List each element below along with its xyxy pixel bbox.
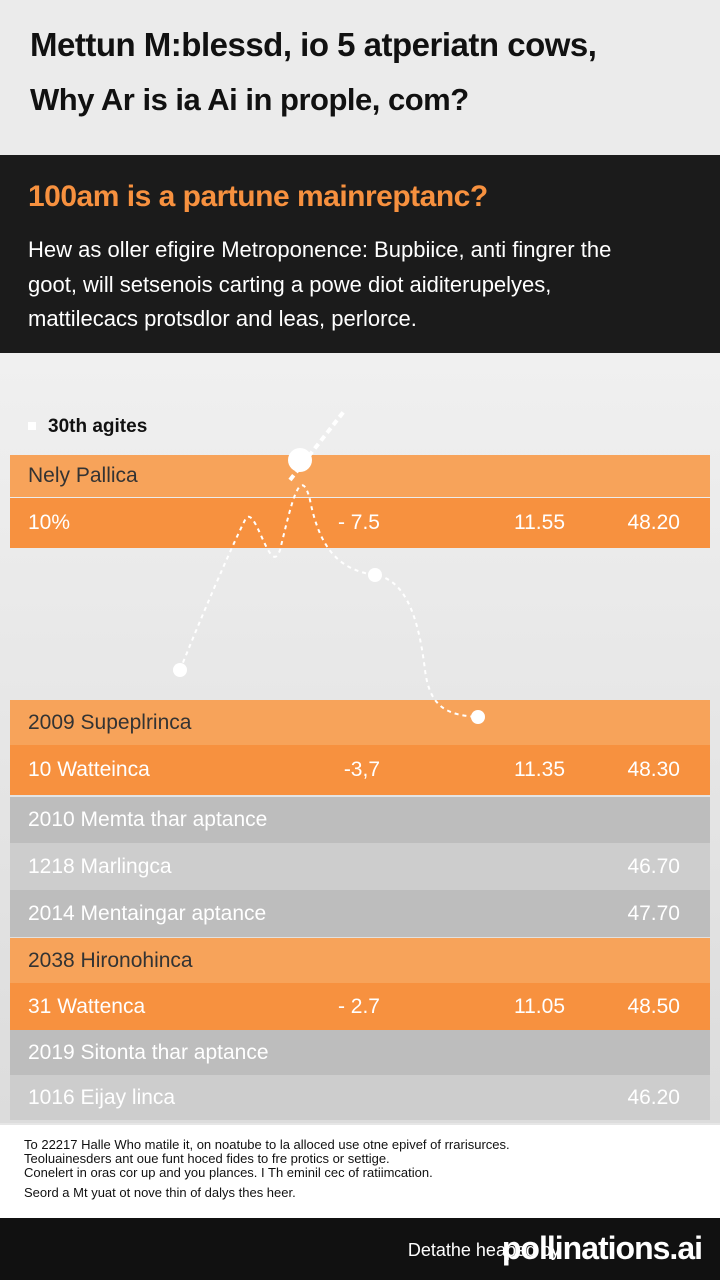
- footer: [0, 1218, 720, 1280]
- decor-line: [173, 408, 485, 724]
- table-row: 2010 Memta thar aptance: [10, 797, 710, 843]
- table-cell: 2038 Hironohinca: [28, 948, 193, 972]
- banner-text: Hew as oller efigire Metroponence: Bupbi…: [28, 237, 612, 262]
- section-label: 30th agites: [48, 416, 148, 437]
- table-cell: 11.35: [514, 758, 565, 781]
- footer-credit: Detathe heaped by: [407, 1240, 560, 1260]
- table-row: 31 Wattenca - 2.7 11.05 48.50: [10, 983, 710, 1030]
- footnote-line: Teoluainesders ant oue funt hoced fides …: [24, 1151, 390, 1166]
- banner-heading: 100am is a partune mainreptanc?: [28, 180, 488, 213]
- table-row: 1218 Marlingca 46.70: [10, 843, 710, 890]
- table-row: 2014 Mentaingar aptance 47.70: [10, 890, 710, 937]
- table-cell: 11.55: [514, 511, 565, 534]
- footer-brand: pollinations.ai: [501, 1230, 703, 1266]
- table-cell: -3,7: [343, 758, 380, 781]
- title-line: Why Ar is ia Ai in prople, com?: [30, 82, 469, 117]
- footnote-line: To 22217 Halle Who matile it, on noatube…: [24, 1137, 510, 1152]
- marker: [288, 448, 312, 472]
- table-cell: 48.20: [627, 511, 680, 534]
- footnote-line: Conelert in oras cor up and you plances.…: [24, 1165, 433, 1180]
- table-cell: 48.50: [627, 994, 680, 1018]
- table-row: 10% - 7.5 11.55 48.20: [10, 498, 710, 548]
- table-cell: 47.70: [627, 901, 680, 925]
- table-cell: 1218 Marlingca: [28, 854, 172, 878]
- table-row: Nely Pallica: [10, 455, 710, 497]
- dotted-path: [179, 484, 479, 718]
- table-cell: 2014 Mentaingar aptance: [28, 901, 267, 925]
- banner-text: mattilecacs protsdlor and leas, perlorce…: [28, 306, 417, 331]
- table-cell: - 7.5: [337, 511, 380, 534]
- title-line: Mettun M:blessd, io 5 atperiatn cows,: [30, 26, 597, 63]
- banner-text: goot, will setsenois carting a powe diot…: [28, 272, 552, 297]
- marker: [471, 710, 485, 724]
- table-cell: 48.30: [627, 758, 680, 781]
- table-row: 10 Watteinca -3,7 11.35 48.30: [10, 745, 710, 795]
- table-row: 1016 Eijay linca 46.20: [10, 1075, 710, 1120]
- footnote-bg: [0, 1125, 720, 1218]
- table-cell: 10%: [28, 511, 71, 534]
- table-cell: 1016 Eijay linca: [28, 1085, 176, 1109]
- footnote-line: Seord a Mt yuat ot nove thin of dalys th…: [24, 1185, 296, 1200]
- marker: [368, 568, 382, 582]
- header-bg: [0, 0, 720, 155]
- marker: [173, 663, 187, 677]
- table-row: 2009 Supeplrinca: [10, 700, 710, 745]
- table-cell: - 2.7: [337, 994, 380, 1018]
- table-cell: Nely Pallica: [28, 464, 138, 487]
- table-cell: 2019 Sitonta thar aptance: [28, 1040, 269, 1064]
- table-cell: 10 Watteinca: [28, 758, 150, 781]
- table-cell: 31 Wattenca: [28, 994, 146, 1018]
- table-row: 2038 Hironohinca: [10, 938, 710, 983]
- table-cell: 2010 Memta thar aptance: [28, 808, 268, 831]
- table-row: 2019 Sitonta thar aptance: [10, 1030, 710, 1075]
- table-cell: 2009 Supeplrinca: [28, 710, 192, 734]
- bullet: [28, 422, 36, 430]
- table-cell: 46.20: [627, 1085, 680, 1109]
- table-cell: 11.05: [514, 994, 565, 1018]
- table-cell: 46.70: [627, 854, 680, 878]
- banner: [0, 155, 720, 353]
